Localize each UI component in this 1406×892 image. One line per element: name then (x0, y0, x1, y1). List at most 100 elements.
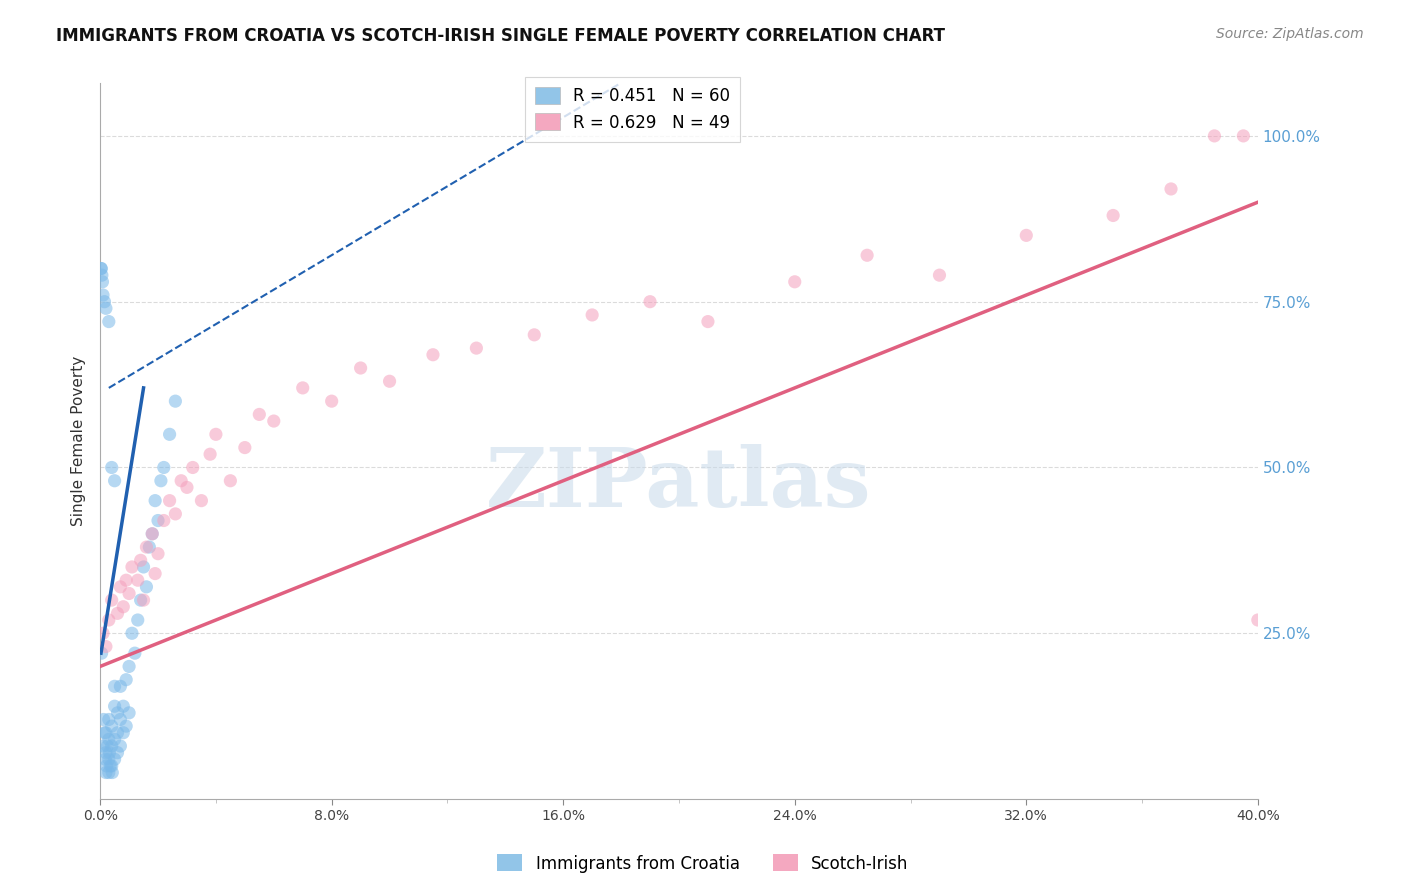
Point (129, 553, 152, 567)
Point (98, 759, 121, 773)
Point (291, 381, 314, 395)
Point (149, 474, 172, 488)
Point (127, 613, 149, 627)
Point (143, 566, 166, 581)
Point (697, 315, 720, 329)
Point (146, 547, 169, 561)
Point (856, 248, 879, 262)
Point (94, 752, 117, 766)
Point (107, 706, 129, 720)
Y-axis label: Single Female Poverty: Single Female Poverty (72, 356, 86, 526)
Point (107, 746, 129, 760)
Point (100, 739, 122, 753)
Point (143, 493, 166, 508)
Point (1232, 128, 1254, 143)
Point (97, 613, 120, 627)
Point (97, 732, 120, 747)
Point (91, 288, 114, 302)
Point (219, 474, 242, 488)
Text: IMMIGRANTS FROM CROATIA VS SCOTCH-IRISH SINGLE FEMALE POVERTY CORRELATION CHART: IMMIGRANTS FROM CROATIA VS SCOTCH-IRISH … (56, 27, 945, 45)
Point (112, 599, 135, 614)
Point (141, 526, 163, 541)
Point (1102, 209, 1125, 223)
Point (159, 493, 181, 508)
Point (93, 294, 115, 309)
Point (1247, 613, 1270, 627)
Point (104, 732, 127, 747)
Legend: R = 0.451   N = 60, R = 0.629   N = 49: R = 0.451 N = 60, R = 0.629 N = 49 (524, 77, 741, 142)
Point (112, 699, 135, 714)
Point (110, 580, 132, 594)
Point (121, 626, 143, 640)
Point (138, 540, 160, 554)
Point (783, 275, 806, 289)
Point (124, 646, 146, 660)
Point (1204, 128, 1226, 143)
Point (97, 765, 120, 780)
Point (146, 514, 169, 528)
Point (127, 573, 149, 587)
Point (93, 713, 115, 727)
Point (97, 713, 120, 727)
Point (100, 593, 122, 607)
Point (263, 414, 285, 428)
Point (233, 441, 256, 455)
Point (129, 593, 152, 607)
Point (100, 719, 122, 733)
Point (205, 427, 228, 442)
Point (90, 261, 112, 276)
Point (153, 514, 176, 528)
Point (94, 725, 117, 739)
Point (523, 327, 546, 342)
Point (321, 394, 343, 409)
Point (90, 268, 112, 282)
Point (422, 348, 444, 362)
Point (135, 540, 157, 554)
Point (1160, 182, 1182, 196)
Point (928, 268, 950, 282)
Point (465, 341, 488, 355)
Point (159, 427, 181, 442)
Point (135, 580, 157, 594)
Point (100, 759, 122, 773)
Point (110, 739, 132, 753)
Point (96, 759, 118, 773)
Point (118, 706, 141, 720)
Point (165, 394, 187, 409)
Point (115, 573, 138, 587)
Point (110, 679, 132, 693)
Point (104, 752, 127, 766)
Point (132, 593, 155, 607)
Point (190, 493, 212, 508)
Point (1015, 228, 1038, 243)
Point (132, 560, 155, 574)
Point (101, 765, 124, 780)
Point (96, 739, 118, 753)
Point (94, 765, 117, 780)
Point (90, 646, 112, 660)
Point (141, 526, 163, 541)
Text: ZIPatlas: ZIPatlas (486, 444, 872, 524)
Point (91, 739, 114, 753)
Point (94, 301, 117, 316)
Point (97, 752, 120, 766)
Point (91, 626, 114, 640)
Point (104, 679, 127, 693)
Point (112, 725, 135, 739)
Point (115, 719, 138, 733)
Point (107, 725, 129, 739)
Point (107, 607, 129, 621)
Point (247, 408, 270, 422)
Point (153, 460, 176, 475)
Point (349, 361, 371, 376)
Point (104, 474, 127, 488)
Point (93, 725, 115, 739)
Point (118, 659, 141, 673)
Text: Source: ZipAtlas.com: Source: ZipAtlas.com (1216, 27, 1364, 41)
Point (198, 447, 221, 461)
Point (638, 294, 661, 309)
Point (378, 374, 401, 388)
Point (118, 586, 141, 600)
Point (110, 713, 132, 727)
Point (121, 560, 143, 574)
